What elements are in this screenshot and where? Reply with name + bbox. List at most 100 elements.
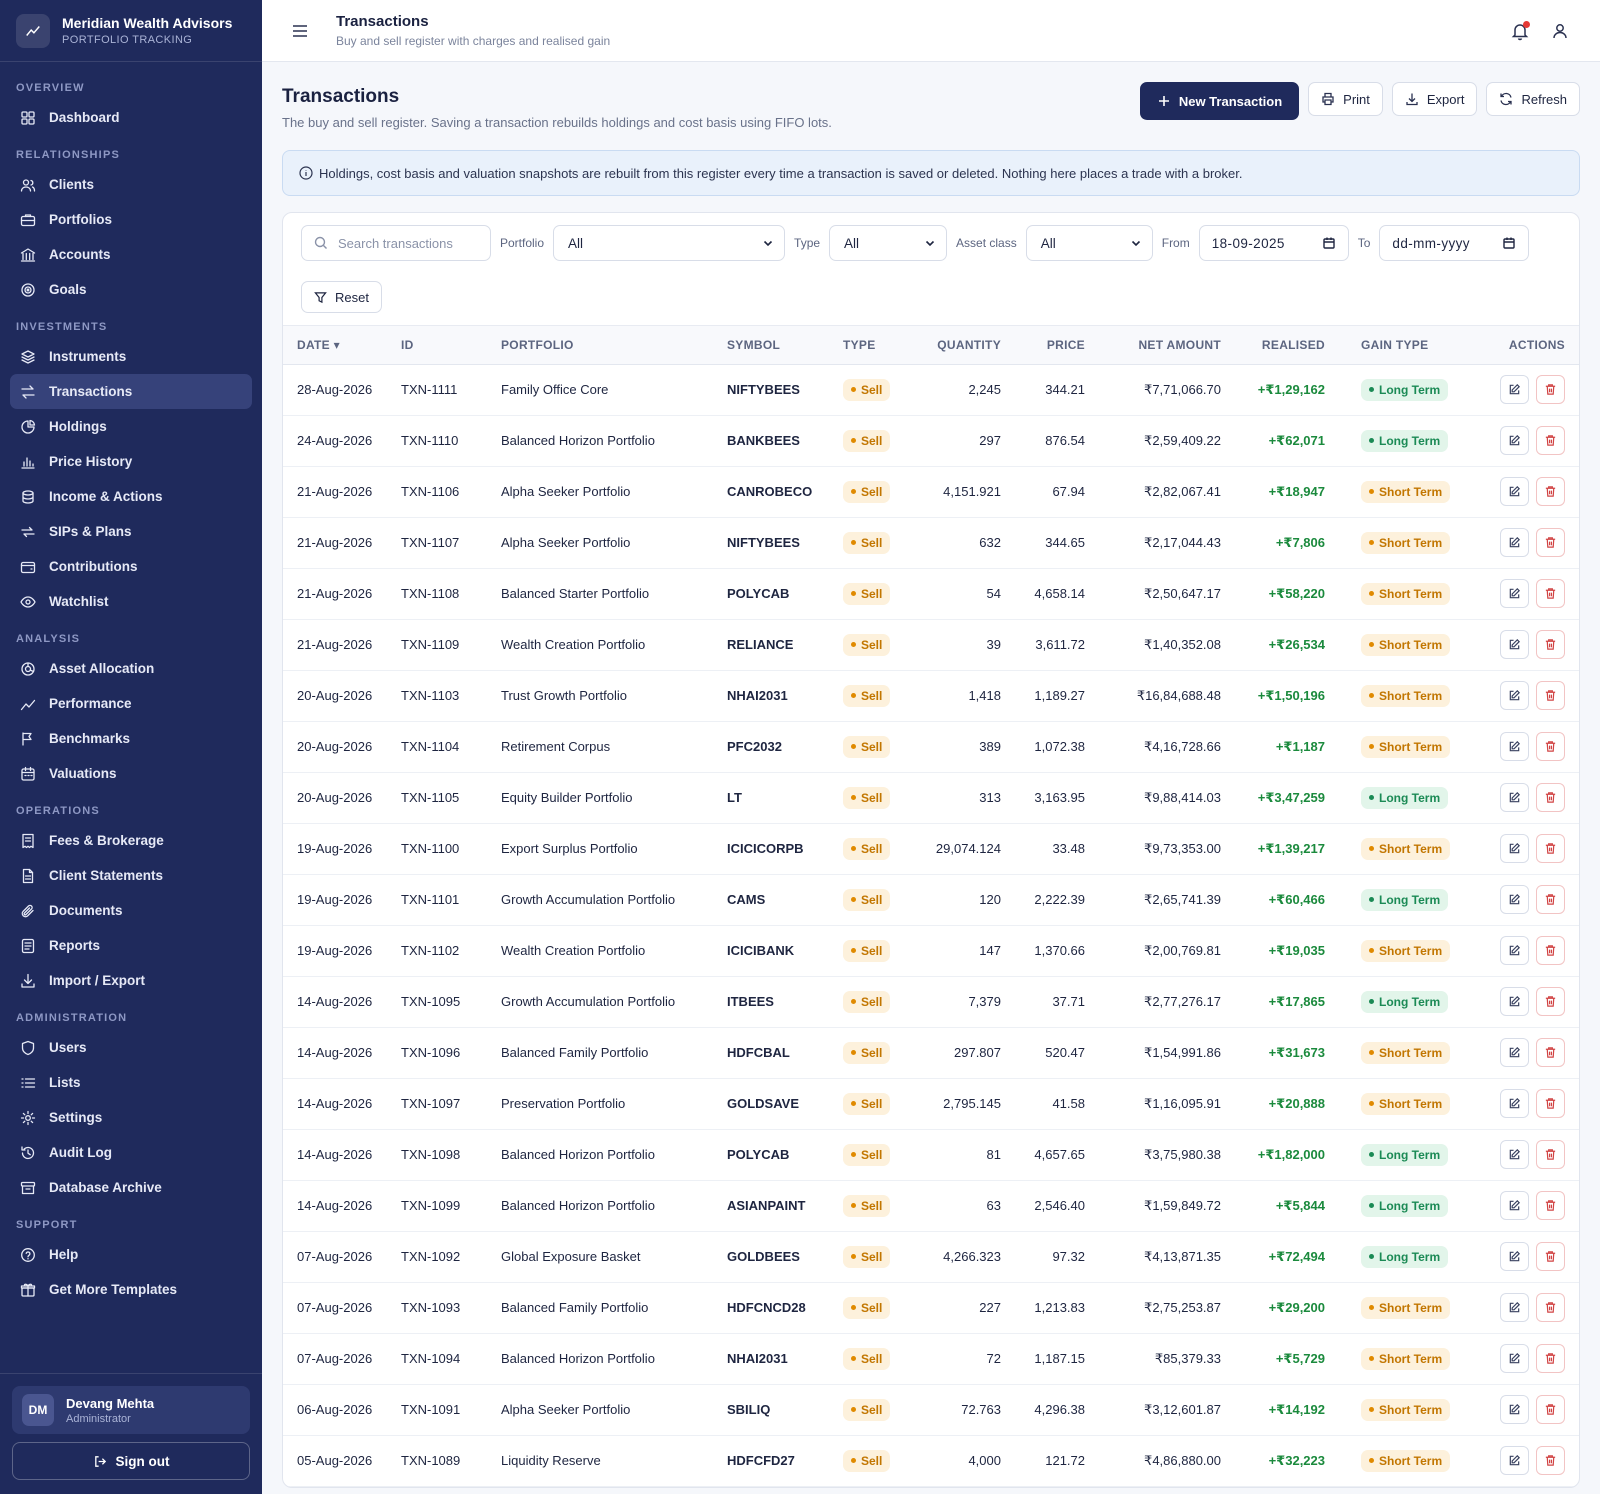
asset-class-select[interactable]: All [1025,225,1153,261]
sidebar-item-audit-log[interactable]: Audit Log [10,1135,252,1170]
table-row[interactable]: 14-Aug-2026 TXN-1096 Balanced Family Por… [283,1027,1579,1079]
sidebar-item-client-statements[interactable]: Client Statements [10,858,252,893]
sidebar-item-instruments[interactable]: Instruments [10,339,252,374]
sidebar-item-performance[interactable]: Performance [10,686,252,721]
sidebar-item-help[interactable]: Help [10,1237,252,1272]
delete-button[interactable] [1536,732,1565,761]
edit-button[interactable] [1500,936,1529,965]
edit-button[interactable] [1500,1293,1529,1322]
delete-button[interactable] [1536,426,1565,455]
table-row[interactable]: 21-Aug-2026 TXN-1108 Balanced Starter Po… [283,568,1579,620]
to-date-input[interactable]: dd-mm-yyyy [1379,225,1530,261]
sidebar-item-users[interactable]: Users [10,1030,252,1065]
reset-filters-button[interactable]: Reset [301,281,382,313]
table-row[interactable]: 07-Aug-2026 TXN-1092 Global Exposure Bas… [283,1231,1579,1283]
sidebar-item-fees-brokerage[interactable]: Fees & Brokerage [10,823,252,858]
sidebar-item-sips-plans[interactable]: SIPs & Plans [10,514,252,549]
sign-out-button[interactable]: Sign out [12,1442,250,1480]
delete-button[interactable] [1536,885,1565,914]
edit-button[interactable] [1500,783,1529,812]
delete-button[interactable] [1536,1344,1565,1373]
delete-button[interactable] [1536,477,1565,506]
notifications-button[interactable] [1500,11,1540,51]
table-row[interactable]: 14-Aug-2026 TXN-1098 Balanced Horizon Po… [283,1129,1579,1181]
delete-button[interactable] [1536,1191,1565,1220]
edit-button[interactable] [1500,1038,1529,1067]
edit-button[interactable] [1500,477,1529,506]
edit-button[interactable] [1500,1395,1529,1424]
delete-button[interactable] [1536,1242,1565,1271]
table-row[interactable]: 14-Aug-2026 TXN-1097 Preservation Portfo… [283,1078,1579,1130]
table-row[interactable]: 28-Aug-2026 TXN-1111 Family Office Core … [283,364,1579,416]
sidebar-item-asset-allocation[interactable]: Asset Allocation [10,651,252,686]
sidebar-item-contributions[interactable]: Contributions [10,549,252,584]
delete-button[interactable] [1536,834,1565,863]
delete-button[interactable] [1536,987,1565,1016]
sidebar-item-settings[interactable]: Settings [10,1100,252,1135]
table-row[interactable]: 20-Aug-2026 TXN-1104 Retirement Corpus P… [283,721,1579,773]
type-select[interactable]: All [829,225,948,261]
table-row[interactable]: 07-Aug-2026 TXN-1094 Balanced Horizon Po… [283,1333,1579,1385]
sidebar-item-portfolios[interactable]: Portfolios [10,202,252,237]
delete-button[interactable] [1536,1089,1565,1118]
table-row[interactable]: 21-Aug-2026 TXN-1106 Alpha Seeker Portfo… [283,466,1579,518]
profile-button[interactable] [1540,11,1580,51]
delete-button[interactable] [1536,630,1565,659]
delete-button[interactable] [1536,528,1565,557]
sidebar-item-clients[interactable]: Clients [10,167,252,202]
edit-button[interactable] [1500,630,1529,659]
edit-button[interactable] [1500,1242,1529,1271]
user-card[interactable]: DM Devang Mehta Administrator [12,1386,250,1434]
from-date-input[interactable]: 18-09-2025 [1198,225,1349,261]
new-transaction-button[interactable]: New Transaction [1139,82,1300,120]
hamburger-icon[interactable] [290,21,310,41]
delete-button[interactable] [1536,936,1565,965]
portfolio-select[interactable]: All [553,225,786,261]
delete-button[interactable] [1536,1140,1565,1169]
table-row[interactable]: 19-Aug-2026 TXN-1100 Export Surplus Port… [283,823,1579,875]
sidebar-item-valuations[interactable]: Valuations [10,756,252,791]
sidebar-item-benchmarks[interactable]: Benchmarks [10,721,252,756]
delete-button[interactable] [1536,375,1565,404]
delete-button[interactable] [1536,1038,1565,1067]
edit-button[interactable] [1500,1089,1529,1118]
refresh-button[interactable]: Refresh [1486,82,1580,116]
sidebar-item-goals[interactable]: Goals [10,272,252,307]
sidebar-item-accounts[interactable]: Accounts [10,237,252,272]
table-row[interactable]: 07-Aug-2026 TXN-1093 Balanced Family Por… [283,1282,1579,1334]
table-row[interactable]: 05-Aug-2026 TXN-1089 Liquidity Reserve H… [283,1435,1579,1487]
sidebar-item-transactions[interactable]: Transactions [10,374,252,409]
edit-button[interactable] [1500,426,1529,455]
delete-button[interactable] [1536,783,1565,812]
table-row[interactable]: 19-Aug-2026 TXN-1102 Wealth Creation Por… [283,925,1579,977]
sidebar-item-dashboard[interactable]: Dashboard [10,100,252,135]
sidebar-item-lists[interactable]: Lists [10,1065,252,1100]
sidebar-item-documents[interactable]: Documents [10,893,252,928]
edit-button[interactable] [1500,681,1529,710]
table-row[interactable]: 20-Aug-2026 TXN-1105 Equity Builder Port… [283,772,1579,824]
search-input[interactable]: Search transactions [301,225,491,261]
edit-button[interactable] [1500,1191,1529,1220]
edit-button[interactable] [1500,885,1529,914]
table-row[interactable]: 24-Aug-2026 TXN-1110 Balanced Horizon Po… [283,415,1579,467]
delete-button[interactable] [1536,1293,1565,1322]
sidebar-item-holdings[interactable]: Holdings [10,409,252,444]
sidebar-item-get-more-templates[interactable]: Get More Templates [10,1272,252,1307]
table-row[interactable]: 14-Aug-2026 TXN-1095 Growth Accumulation… [283,976,1579,1028]
delete-button[interactable] [1536,681,1565,710]
table-row[interactable]: 21-Aug-2026 TXN-1109 Wealth Creation Por… [283,619,1579,671]
table-row[interactable]: 06-Aug-2026 TXN-1091 Alpha Seeker Portfo… [283,1384,1579,1436]
edit-button[interactable] [1500,1344,1529,1373]
sidebar-item-price-history[interactable]: Price History [10,444,252,479]
sidebar-item-watchlist[interactable]: Watchlist [10,584,252,619]
export-button[interactable]: Export [1391,82,1478,116]
sidebar-item-import-export[interactable]: Import / Export [10,963,252,998]
edit-button[interactable] [1500,1446,1529,1475]
delete-button[interactable] [1536,1446,1565,1475]
table-row[interactable]: 14-Aug-2026 TXN-1099 Balanced Horizon Po… [283,1180,1579,1232]
edit-button[interactable] [1500,528,1529,557]
table-row[interactable]: 20-Aug-2026 TXN-1103 Trust Growth Portfo… [283,670,1579,722]
delete-button[interactable] [1536,579,1565,608]
print-button[interactable]: Print [1308,82,1383,116]
sidebar-item-database-archive[interactable]: Database Archive [10,1170,252,1205]
